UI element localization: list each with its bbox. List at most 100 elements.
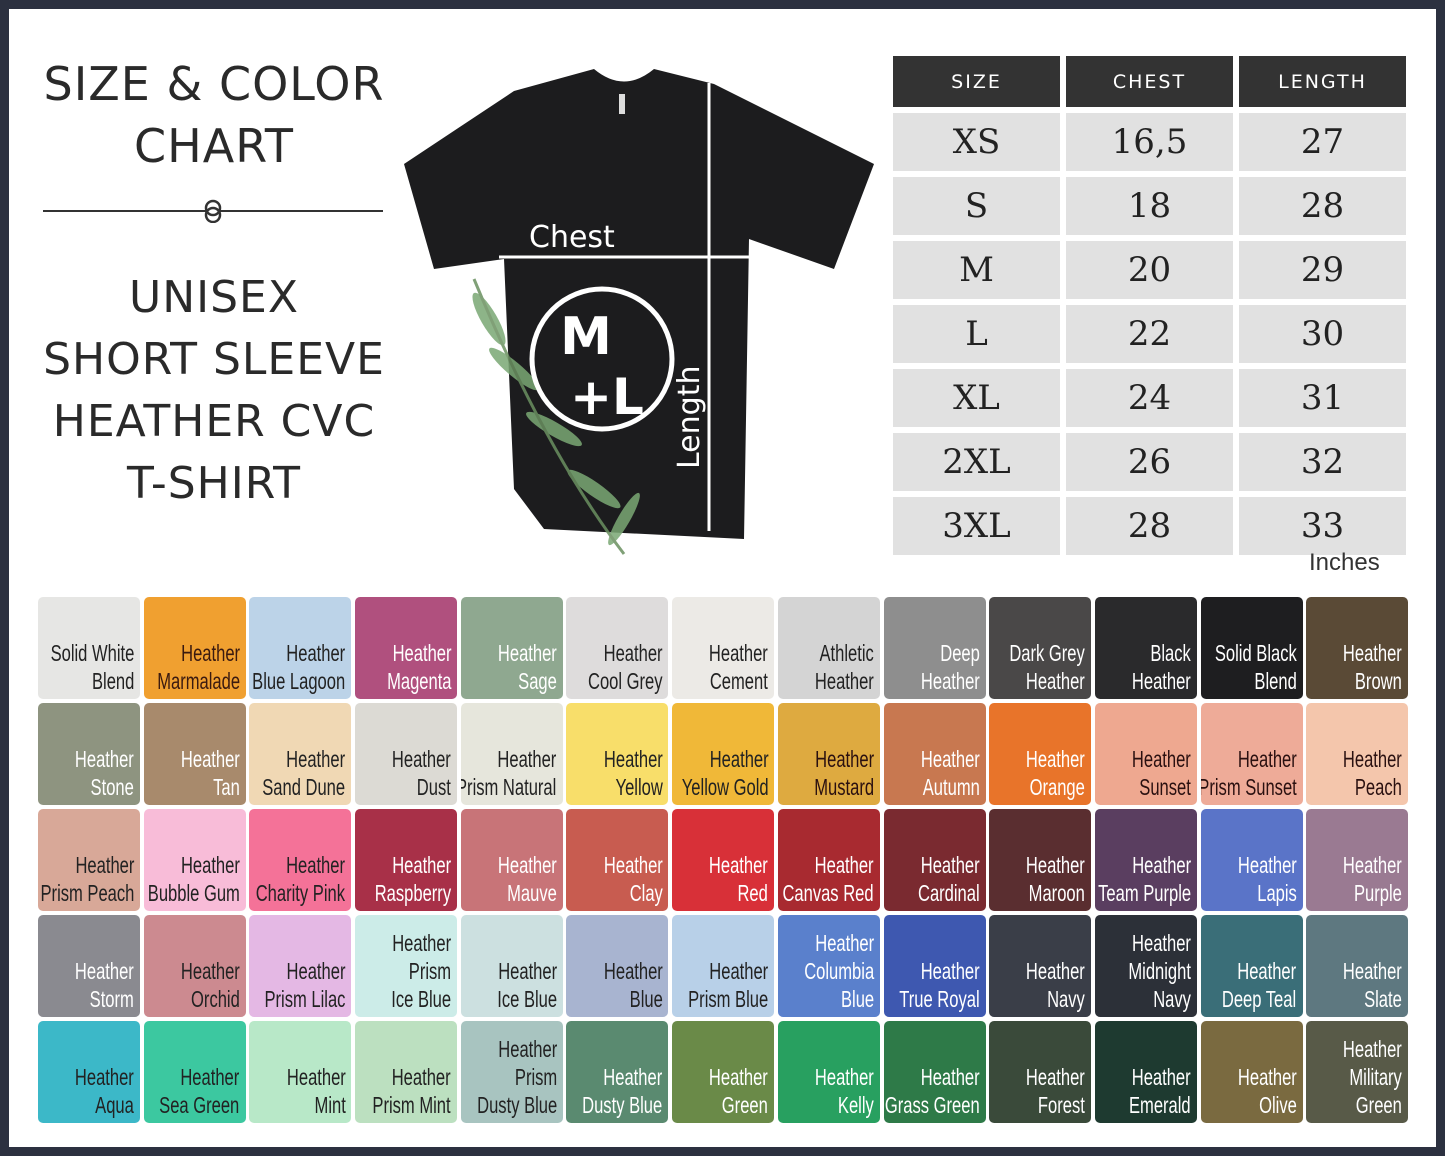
swatch-label-line: Heather <box>1343 852 1403 878</box>
swatch-label: Heather Magenta <box>387 639 451 695</box>
product-line: HEATHER CVC <box>52 396 376 447</box>
swatch-label-line: Deep <box>939 640 980 666</box>
color-swatch: Heather Prism Blue <box>672 915 775 1017</box>
swatch-label: Heather Slate <box>1343 957 1402 1013</box>
swatch-label-line: Marmalade <box>156 668 240 694</box>
swatch-label-line: Heather <box>920 1064 980 1090</box>
color-swatch: Solid Black Blend <box>1200 597 1303 699</box>
swatch-label-line: Heather <box>709 852 769 878</box>
swatch-label-line: Mint <box>314 1092 346 1118</box>
size-row: L 22 30 <box>893 305 1406 363</box>
size-cell: 3XL <box>893 497 1060 555</box>
swatch-label-line: Heather <box>1026 668 1086 694</box>
color-swatch: Heather Ice Blue <box>460 915 563 1017</box>
swatch-label-line: Tan <box>212 774 240 800</box>
swatch-label-line: Bubble Gum <box>147 880 240 906</box>
swatch-label-line: Heather <box>603 746 663 772</box>
color-swatch: Heather Dust <box>355 703 458 805</box>
swatch-label: Heather Orange <box>1026 745 1085 801</box>
swatch-label-line: Red <box>737 880 769 906</box>
swatch-label: Heather Prism Mint <box>373 1063 451 1119</box>
swatch-label-line: Grass Green <box>884 1092 980 1118</box>
swatch-label-line: Heather <box>286 852 346 878</box>
swatch-label-line: Navy <box>1047 986 1086 1012</box>
swatch-label: Heather Columbia Blue <box>804 929 874 1013</box>
swatch-label-line: Heather <box>814 930 874 956</box>
size-cell: L <box>893 305 1060 363</box>
swatch-label-line: Columbia <box>803 958 874 984</box>
swatch-label-line: Blend <box>1254 668 1297 694</box>
swatch-label-line: Stone <box>90 774 134 800</box>
swatch-label-line: Team Purple <box>1097 880 1191 906</box>
swatch-label-line: Heather <box>180 640 240 666</box>
swatch-label-line: Heather <box>75 746 134 772</box>
size-cell: 28 <box>1239 177 1406 235</box>
color-swatch: Heather Magenta <box>355 597 458 699</box>
color-swatch: Heather Red <box>672 809 775 911</box>
column-header: CHEST <box>1066 56 1233 107</box>
color-swatch: Athletic Heather <box>777 597 880 699</box>
color-swatch: Heather Mustard <box>777 703 880 805</box>
swatch-label-line: Sea Green <box>159 1092 240 1118</box>
swatch-label-line: Athletic <box>819 640 874 666</box>
color-swatch: Solid White Blend <box>38 597 140 699</box>
swatch-label-line: Cardinal <box>917 880 980 906</box>
swatch-label: Heather Prism Dusty Blue <box>477 1035 557 1119</box>
size-cell: 31 <box>1239 369 1406 427</box>
swatch-label-line: Heather <box>603 640 663 666</box>
size-cell: 18 <box>1066 177 1233 235</box>
swatch-label-line: Midnight <box>1128 958 1191 984</box>
swatch-label: Heather Blue <box>604 957 663 1013</box>
swatch-label: Heather Clay <box>604 851 663 907</box>
color-swatch: Heather Midnight Navy <box>1094 915 1197 1017</box>
swatch-label-line: Green <box>722 1092 769 1118</box>
color-swatch: Heather Storm <box>38 915 140 1017</box>
color-swatch: Heather Cement <box>672 597 775 699</box>
swatch-label-line: Heather <box>180 746 240 772</box>
swatch-label-line: Heather <box>1343 640 1403 666</box>
swatch-label-line: Prism <box>514 1064 557 1090</box>
swatch-label-line: Purple <box>1354 880 1403 906</box>
swatch-label-line: Brown <box>1355 668 1403 694</box>
color-swatch: Heather Yellow Gold <box>672 703 775 805</box>
swatch-label: Heather Mustard <box>814 745 874 801</box>
size-cell: 30 <box>1239 305 1406 363</box>
swatch-label-line: Heather <box>1026 746 1086 772</box>
color-swatch: Heather Mauve <box>460 809 563 911</box>
swatch-label-line: Black <box>1150 640 1191 666</box>
swatch-label: Heather Canvas Red <box>783 851 874 907</box>
color-swatch: Heather Prism Lilac <box>249 915 352 1017</box>
color-swatch: Heather Stone <box>38 703 140 805</box>
color-swatch: Heather Grass Green <box>883 1021 986 1123</box>
swatch-label: Heather Prism Sunset <box>1201 745 1297 801</box>
color-swatch: Heather Prism Sunset <box>1200 703 1303 805</box>
swatch-label: Heather Military Green <box>1343 1035 1402 1119</box>
size-cell: 27 <box>1239 113 1406 171</box>
color-swatch: Heather Green <box>672 1021 775 1123</box>
swatch-label-line: Heather <box>180 852 240 878</box>
swatch-label: Heather Aqua <box>75 1063 134 1119</box>
swatch-label-line: Slate <box>1364 986 1403 1012</box>
units-label: Inches <box>1309 549 1380 576</box>
swatch-label-line: Heather <box>180 1064 240 1090</box>
swatch-label: Heather Cement <box>709 639 768 695</box>
swatch-label-line: Heather <box>1131 852 1191 878</box>
color-swatch: Heather Orange <box>989 703 1092 805</box>
color-swatch: Heather Mint <box>249 1021 352 1123</box>
swatch-label-line: Kelly <box>837 1092 874 1118</box>
swatch-label: Solid White Blend <box>50 639 134 695</box>
swatch-label-line: Military <box>1349 1064 1403 1090</box>
swatch-label-line: Heather <box>392 930 452 956</box>
swatch-label-line: Olive <box>1258 1092 1297 1118</box>
swatch-label-line: Clay <box>629 880 663 906</box>
swatch-label-line: Heather <box>814 668 874 694</box>
swatch-label-line: Maroon <box>1029 880 1086 906</box>
color-swatch: Heather Prism Ice Blue <box>355 915 458 1017</box>
swatch-label-line: Heather <box>1026 852 1086 878</box>
swatch-label: Heather Prism Ice Blue <box>391 929 451 1013</box>
size-cell: XS <box>893 113 1060 171</box>
swatch-label: Heather Team Purple <box>1098 851 1191 907</box>
swatch-label-line: Prism Peach <box>40 880 134 906</box>
swatch-label: Heather Peach <box>1343 745 1402 801</box>
swatch-label-line: Cement <box>710 668 769 694</box>
